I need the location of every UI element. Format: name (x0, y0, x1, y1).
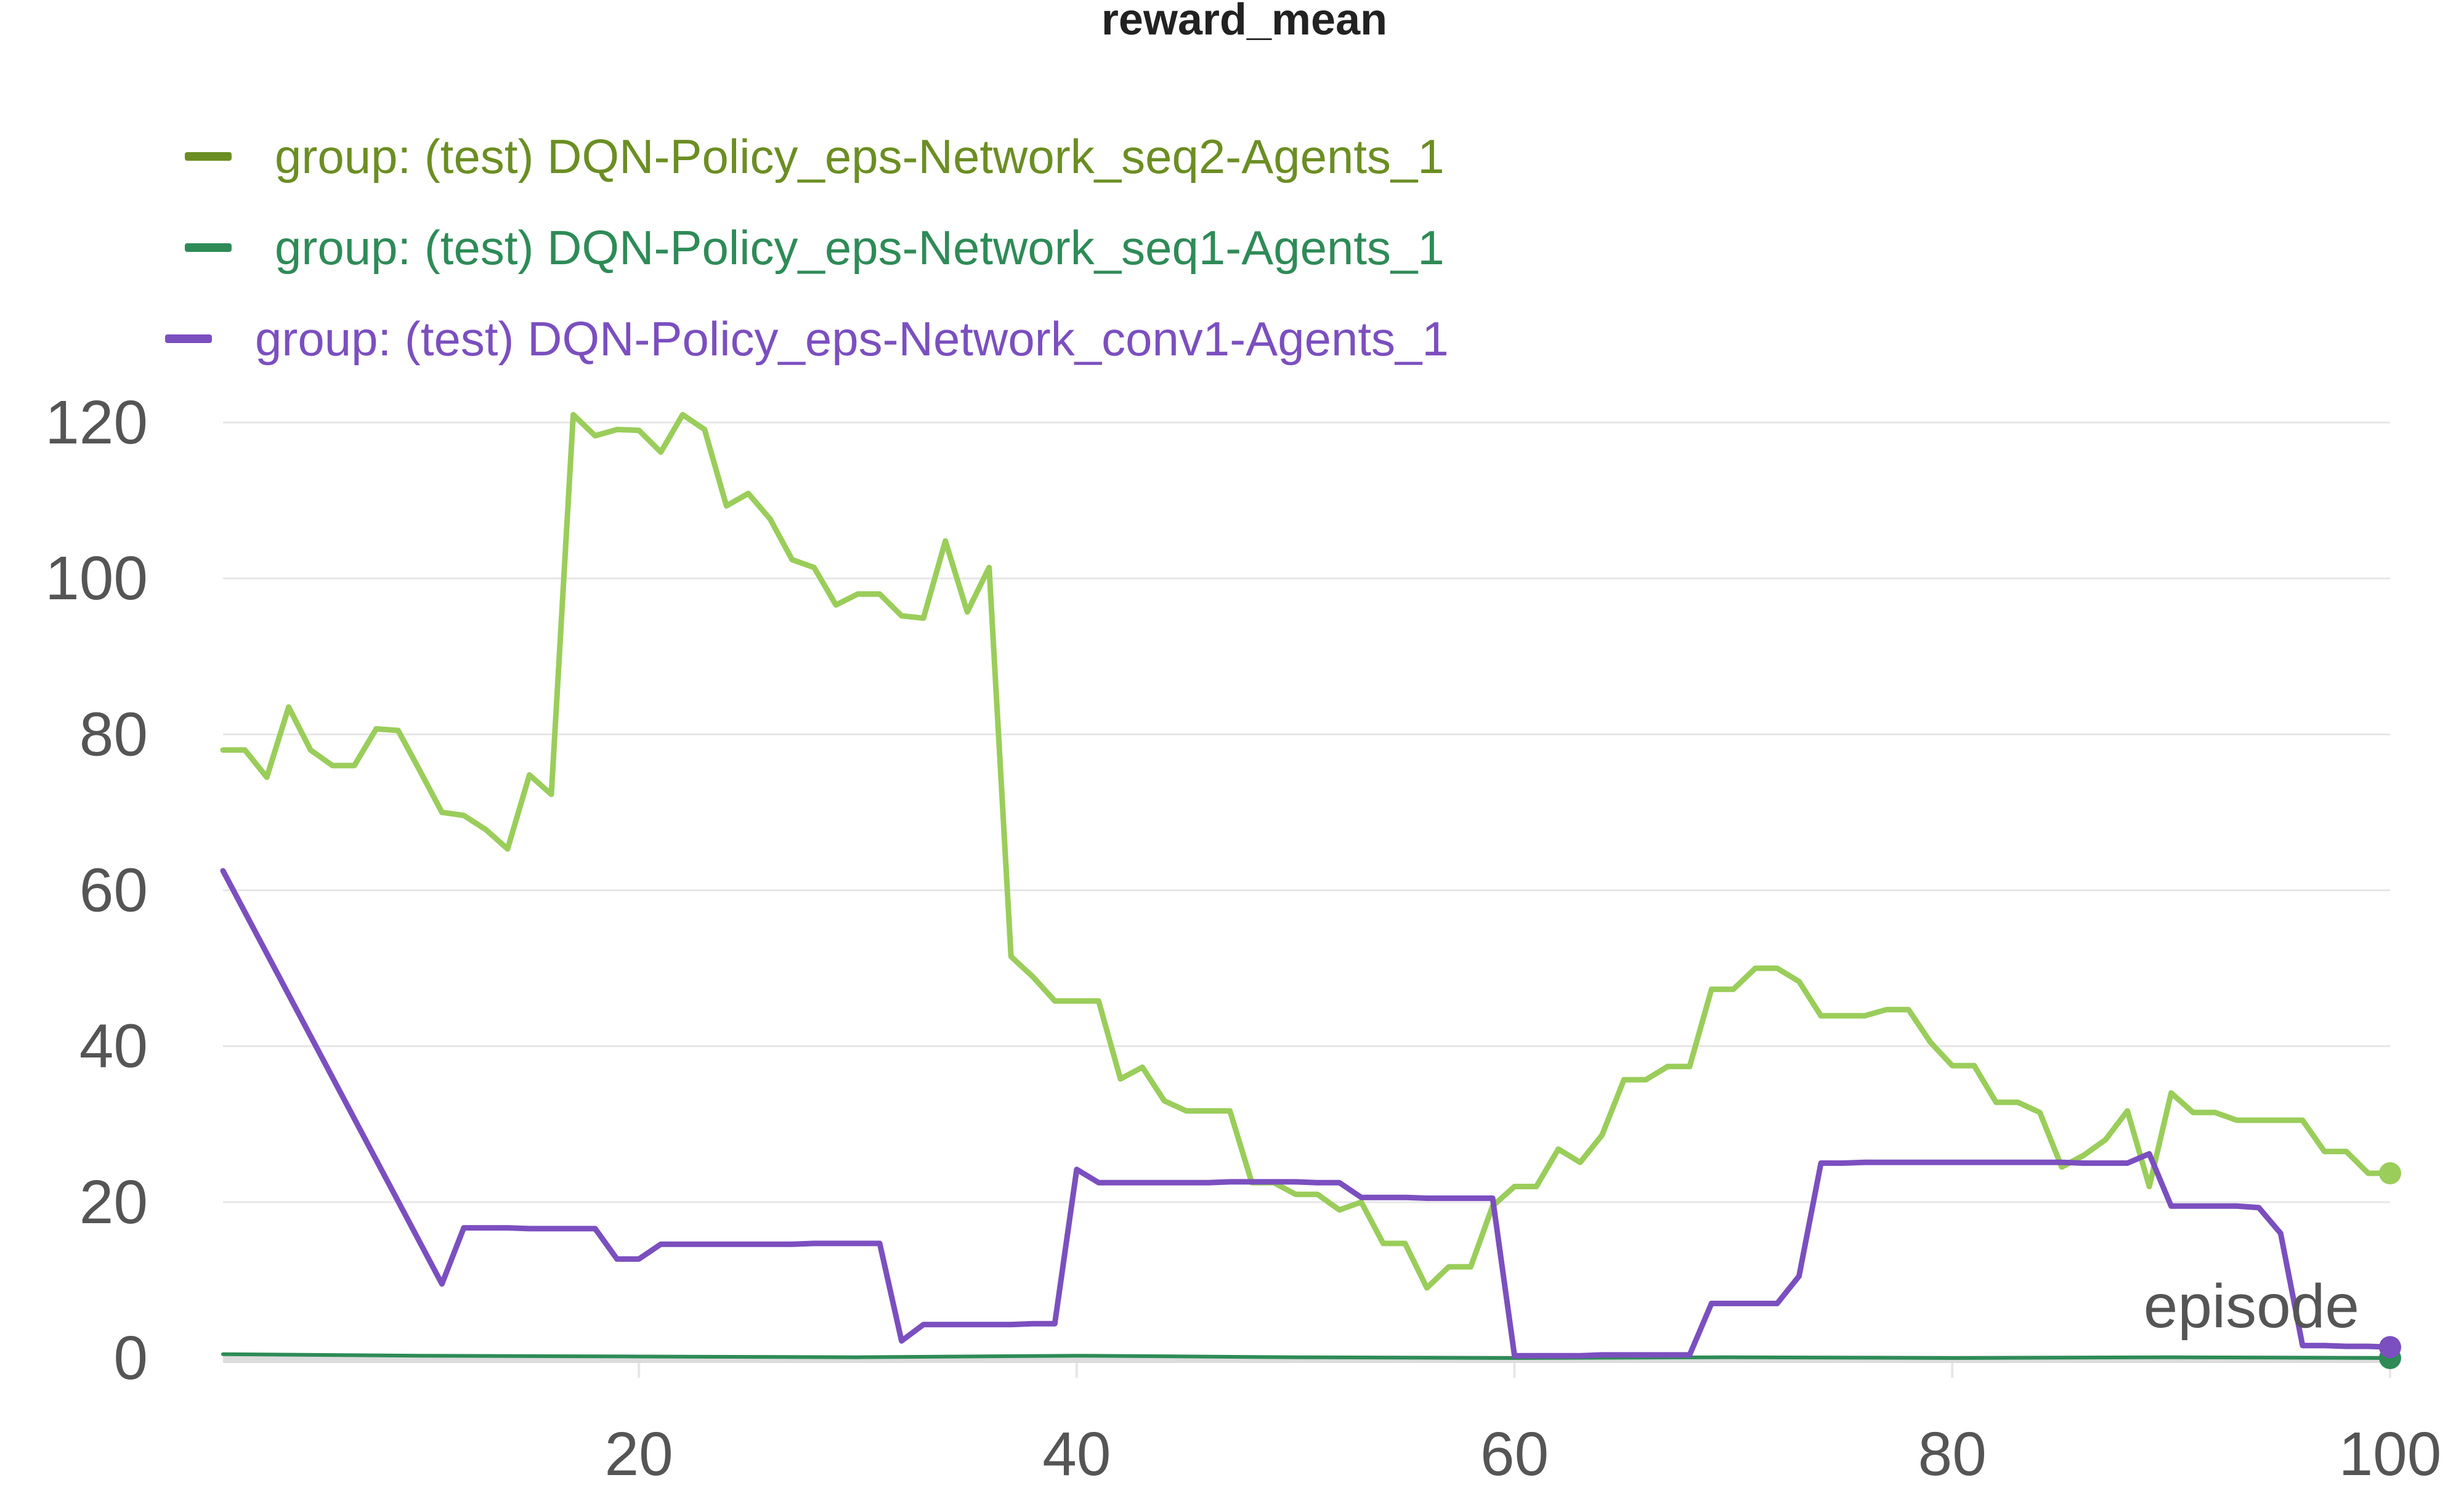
series-line (221, 1352, 2392, 1360)
x-tick-label: 80 (1918, 1420, 1987, 1489)
y-tick-label: 60 (79, 856, 148, 925)
legend-label: group: (test) DQN-Policy_eps-Network_seq… (275, 129, 1445, 184)
x-tick-label: 100 (2339, 1420, 2442, 1489)
legend-swatch (185, 243, 232, 252)
legend-swatch (185, 152, 232, 161)
series-end-marker (2379, 1336, 2401, 1359)
y-tick-label: 100 (45, 544, 148, 613)
y-tick-label: 80 (79, 700, 148, 769)
legend-label: group: (test) DQN-Policy_eps-Network_con… (255, 311, 1449, 366)
y-tick-label: 0 (113, 1324, 148, 1393)
legend-item[interactable]: group: (test) DQN-Policy_eps-Network_seq… (185, 202, 1449, 293)
legend-item[interactable]: group: (test) DQN-Policy_eps-Network_seq… (185, 111, 1449, 202)
series-line (220, 868, 2393, 1359)
x-tick-label: 40 (1042, 1420, 1111, 1489)
legend-label: group: (test) DQN-Policy_eps-Network_seq… (275, 220, 1445, 275)
series-end-marker (2379, 1162, 2401, 1184)
legend: group: (test) DQN-Policy_eps-Network_seq… (165, 111, 1449, 384)
chart-title: reward_mean (1101, 0, 1387, 44)
legend-item[interactable]: group: (test) DQN-Policy_eps-Network_con… (165, 293, 1449, 384)
y-tick-label: 120 (45, 388, 148, 457)
x-axis-label: episode (2144, 1272, 2359, 1341)
x-tick-label: 20 (605, 1420, 673, 1489)
x-tick-label: 60 (1480, 1420, 1549, 1489)
y-tick-label: 40 (79, 1012, 148, 1081)
axes: 0 20 40 60 80 100 120 20 40 60 80 100 (45, 388, 2441, 1489)
series-line (220, 411, 2393, 1291)
legend-swatch (165, 334, 212, 343)
series-lines (220, 411, 2401, 1369)
gridlines (223, 421, 2391, 1378)
y-tick-label: 20 (79, 1168, 148, 1237)
